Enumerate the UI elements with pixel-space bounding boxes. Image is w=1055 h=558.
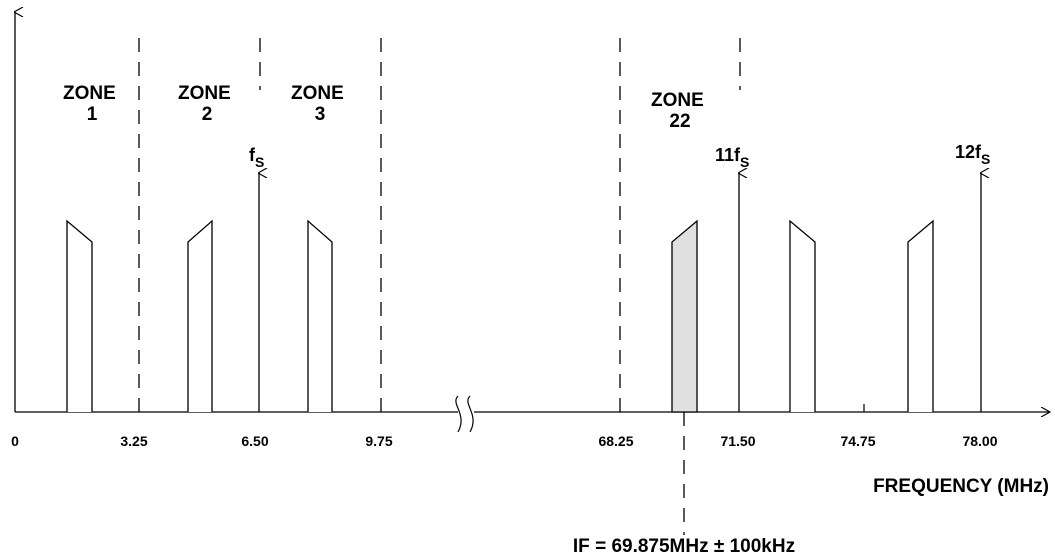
tick-label: 3.25 — [120, 433, 147, 449]
tick-label: 9.75 — [365, 433, 392, 449]
signal-image-shaded — [671, 219, 698, 413]
zone-label-22: ZONE 22 — [651, 90, 709, 132]
signal-image — [307, 219, 333, 412]
zone-label-3: ZONE 3 — [291, 83, 349, 125]
12fs-label: 12fS — [955, 142, 990, 167]
tick-label: 71.50 — [720, 433, 755, 449]
signal-image — [789, 219, 816, 412]
fs-label: fS — [249, 145, 264, 170]
zone-label-1: ZONE 1 — [63, 83, 121, 125]
tick-label: 68.25 — [598, 433, 633, 449]
signal-image — [66, 219, 93, 412]
axis-break-mark — [455, 395, 462, 433]
signal-image — [187, 219, 213, 412]
tick-label: 6.50 — [241, 433, 268, 449]
tick-label: 78.00 — [962, 433, 997, 449]
11fs-label: 11fS — [715, 145, 749, 170]
axis-break-mark — [467, 395, 474, 433]
signal-image — [907, 219, 934, 412]
zone-label-2: ZONE 2 — [178, 83, 236, 125]
x-axis-title: FREQUENCY (MHz) — [873, 476, 1049, 497]
tick-label: 0 — [11, 433, 19, 449]
tick-label: 74.75 — [840, 433, 875, 449]
if-label: IF = 69.875MHz ± 100kHz — [573, 536, 795, 557]
